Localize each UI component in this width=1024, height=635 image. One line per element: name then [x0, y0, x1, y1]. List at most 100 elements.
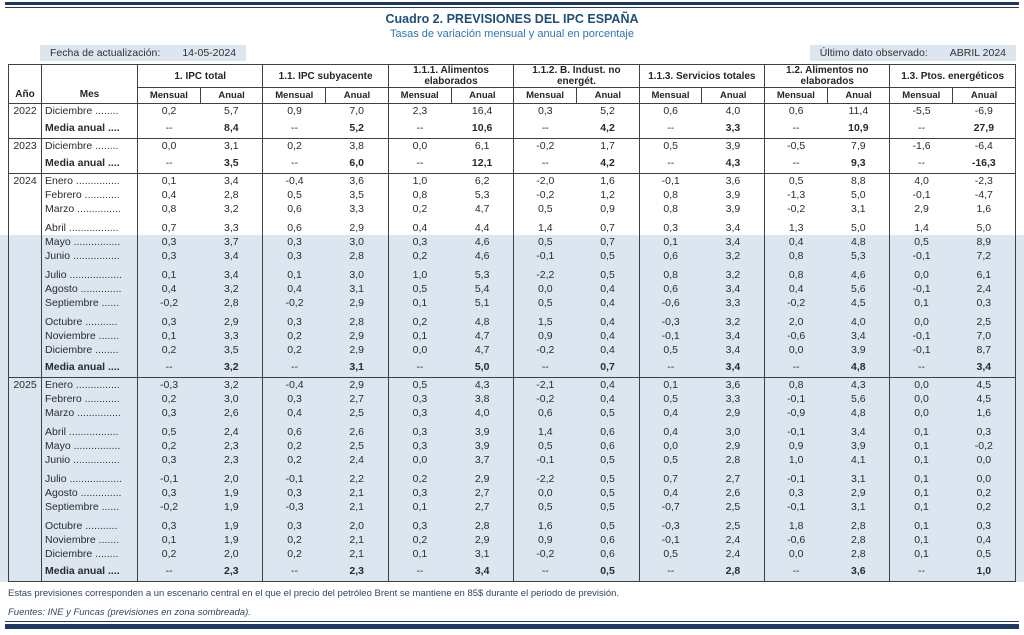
month-cell: Marzo ............... [41, 202, 138, 216]
month-cell: Febrero ............ [41, 392, 138, 406]
value-cell: 0,3 [262, 310, 326, 329]
value-cell: -- [388, 561, 452, 582]
value-cell: 5,4 [451, 282, 515, 296]
subheader-anual: Anual [325, 87, 389, 104]
value-cell: 0,1 [137, 533, 201, 547]
value-cell: 0,5 [576, 263, 640, 282]
year-cell [8, 202, 42, 216]
year-block: 2022 Diciembre ........ 0,2 5,7 0,9 7,0 2,3 16,… [8, 103, 1016, 139]
value-cell: 0,7 [576, 235, 640, 249]
value-cell: -- [889, 561, 953, 582]
value-cell: 27,9 [952, 118, 1016, 139]
value-cell: 3,0 [325, 263, 389, 282]
month-cell: Media anual .... [41, 561, 138, 582]
year-cell [8, 486, 42, 500]
value-cell: 0,1 [262, 263, 326, 282]
value-cell: 0,9 [576, 202, 640, 216]
value-cell: 0,0 [889, 263, 953, 282]
value-cell: 5,0 [827, 216, 891, 235]
value-cell: 4,0 [827, 310, 891, 329]
value-cell: 0,3 [137, 406, 201, 420]
update-date-label: Fecha de actualización: [50, 47, 161, 59]
value-cell: 0,1 [889, 453, 953, 467]
subheader-mensual: Mensual [764, 87, 828, 104]
value-cell: 8,4 [200, 118, 264, 139]
value-cell: -- [541, 156, 549, 169]
value-cell: 0,5 [889, 235, 953, 249]
shade-strip-left [0, 235, 8, 582]
value-cell: 0,1 [889, 500, 953, 514]
value-cell: 7,0 [952, 329, 1016, 343]
value-cell: 0,0 [412, 139, 428, 152]
value-cell: 0,2 [137, 439, 201, 453]
value-cell: 3,1 [200, 138, 264, 153]
value-cell: 0,5 [576, 249, 640, 263]
value-cell: 0,3 [538, 104, 553, 117]
value-cell: 2,9 [827, 486, 891, 500]
value-cell: 0,3 [952, 514, 1016, 533]
value-cell: -0,1 [764, 420, 828, 439]
subheader-anual: Anual [450, 87, 515, 104]
value-cell: -- [541, 121, 549, 134]
table-row: Diciembre ........ 0,2 3,5 0,2 2,9 0,0 4,7 -0,2… [8, 343, 1016, 357]
value-cell: 0,4 [764, 235, 828, 249]
value-cell: 2,4 [701, 533, 766, 547]
value-cell: 0,2 [137, 343, 201, 357]
value-cell: 0,5 [137, 420, 201, 439]
value-cell: 0,5 [576, 406, 640, 420]
value-cell: 3,7 [451, 453, 515, 467]
value-cell: 3,2 [200, 202, 264, 216]
value-cell: 0,8 [639, 263, 702, 282]
value-cell: 0,6 [287, 221, 302, 234]
value-cell: -0,2 [536, 188, 555, 201]
value-cell: -0,2 [764, 296, 828, 310]
value-cell: 0,8 [412, 188, 428, 201]
value-cell: 2,8 [827, 533, 891, 547]
value-cell: 2,6 [325, 420, 389, 439]
value-cell: 3,4 [952, 357, 1016, 378]
value-cell: 1,6 [952, 202, 1016, 216]
value-cell: 2,8 [451, 514, 515, 533]
subheader-mensual: Mensual [889, 87, 954, 104]
value-cell: 2,9 [701, 439, 766, 453]
value-cell: -0,2 [513, 343, 577, 357]
value-cell: 2,3 [325, 561, 389, 582]
value-cell: 3,6 [701, 173, 766, 188]
value-cell: 0,0 [952, 467, 1016, 486]
year-cell [8, 296, 42, 310]
value-cell: 0,3 [262, 514, 326, 533]
table-row: 2022 Diciembre ........ 0,2 5,7 0,9 7,0 2,3 16,… [8, 103, 1016, 118]
year-cell [8, 392, 42, 406]
month-cell: Media anual .... [41, 153, 138, 174]
value-cell: -- [388, 357, 452, 378]
value-cell: 0,2 [262, 439, 326, 453]
value-cell: 0,2 [412, 202, 428, 215]
month-cell: Marzo ............... [41, 406, 138, 420]
value-cell: 2,1 [325, 547, 389, 561]
value-cell: 3,2 [200, 377, 264, 392]
group-header-alimentos-elaborados: 1.1.1. Alimentos elaborados [387, 64, 515, 88]
value-cell: 3,1 [325, 357, 389, 378]
value-cell: -- [262, 561, 326, 582]
value-cell: 7,2 [952, 249, 1016, 263]
value-cell: 0,2 [952, 500, 1016, 514]
observed-date-value: ABRIL 2024 [949, 47, 1006, 59]
value-cell: 0,3 [388, 420, 452, 439]
value-cell: -0,2 [137, 500, 201, 514]
year-cell [8, 514, 42, 533]
group-header-bienes-industriales: 1.1.2. B. Indust. no energét. [513, 64, 640, 88]
table-row: Agosto .............. 0,3 1,9 0,3 2,1 0,3 2,7 0… [8, 486, 1016, 500]
value-cell: -- [667, 121, 675, 134]
year-cell [8, 235, 42, 249]
value-cell: 2,6 [200, 406, 264, 420]
value-cell: 1,6 [576, 173, 640, 188]
value-cell: 2,9 [325, 377, 389, 392]
value-cell: -0,2 [536, 139, 555, 152]
value-cell: -16,3 [952, 153, 1016, 174]
value-cell: 0,1 [388, 329, 452, 343]
value-cell: 0,4 [764, 282, 828, 296]
footnote: Estas previsiones corresponden a un esce… [8, 588, 620, 599]
value-cell: -0,3 [639, 310, 702, 329]
year-cell: 2022 [8, 103, 42, 118]
value-cell: 2,4 [325, 453, 389, 467]
